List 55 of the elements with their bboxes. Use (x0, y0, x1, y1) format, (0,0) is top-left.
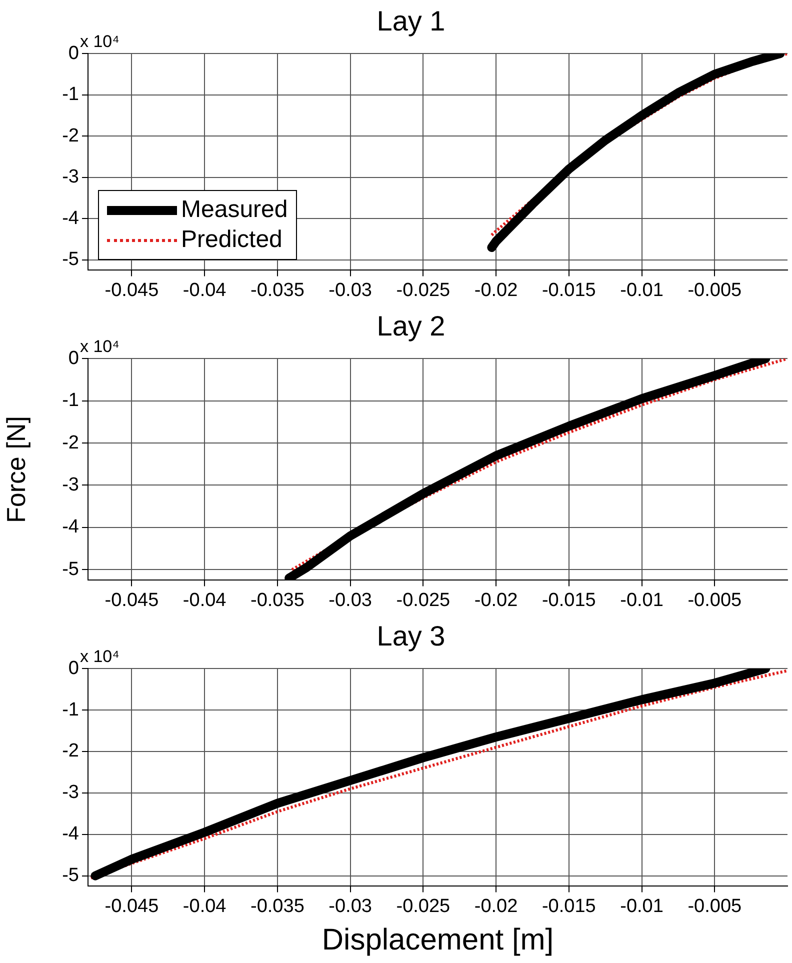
x-tick-label: -0.025 (396, 590, 450, 611)
x-tick-label: -0.045 (104, 896, 159, 917)
y-tick-label: -3 (62, 166, 79, 188)
x-tick-label: -0.02 (474, 590, 518, 611)
text: x 10⁴ (80, 32, 120, 51)
text: x 10⁴ (80, 646, 120, 666)
x-axis-title: Displacement [m] (322, 923, 554, 956)
y-tick-label: -4 (62, 516, 80, 538)
y-tick-label: -4 (62, 824, 80, 845)
x-tick-label: -0.04 (182, 280, 227, 301)
y-tick-label: -4 (62, 208, 80, 229)
y-tick-label: -1 (62, 390, 79, 412)
legend-label: Measured (181, 196, 288, 224)
x-tick-label: -0.01 (620, 280, 664, 301)
x-tick-label: -0.03 (328, 896, 372, 917)
chart-title: Lay 2 (376, 310, 446, 342)
x-tick-label: -0.035 (250, 590, 304, 611)
x-tick-label: -0.03 (328, 590, 372, 611)
x-tick-label: -0.005 (688, 896, 742, 917)
x-tick-label: -0.035 (250, 280, 304, 301)
x-tick-label: -0.045 (104, 590, 159, 611)
x-tick-label: -0.015 (542, 896, 596, 917)
y-tick-label: -5 (62, 865, 79, 886)
y-tick-label: -3 (62, 474, 79, 496)
text: x 10⁴ (80, 336, 120, 356)
y-tick-label: -1 (62, 84, 79, 106)
x-tick-label: -0.015 (542, 280, 596, 301)
chart-title: Lay 3 (376, 620, 446, 652)
y-tick-label: -2 (62, 740, 79, 762)
x-tick-label: -0.035 (250, 896, 304, 917)
y-tick-label: -3 (62, 782, 79, 804)
x-tick-label: -0.01 (620, 896, 664, 917)
y-tick-label: 0 (68, 658, 79, 679)
chart-title: Lay 1 (376, 6, 446, 37)
x-tick-label: -0.005 (688, 280, 742, 301)
x-tick-label: -0.02 (474, 280, 518, 301)
x-tick-label: -0.015 (542, 590, 596, 611)
x-tick-label: -0.03 (328, 280, 372, 301)
y-tick-label: 0 (68, 42, 79, 64)
y-tick-label: 0 (68, 348, 79, 369)
y-tick-label: -1 (62, 699, 79, 720)
x-tick-label: -0.005 (688, 590, 742, 611)
legend-label: Predicted (181, 226, 282, 254)
x-tick-label: -0.025 (396, 280, 450, 301)
x-tick-label: -0.01 (620, 590, 664, 611)
x-tick-label: -0.04 (182, 896, 227, 917)
x-tick-label: -0.025 (396, 896, 450, 917)
x-tick-label: -0.045 (104, 280, 159, 301)
y-tick-label: -5 (62, 249, 79, 270)
y-axis-title: Force [N] (0, 416, 32, 523)
y-tick-label: -2 (62, 432, 79, 454)
x-tick-label: -0.02 (474, 896, 518, 917)
y-tick-label: -2 (62, 125, 79, 146)
y-tick-label: -5 (62, 558, 79, 580)
x-tick-label: -0.04 (182, 590, 227, 611)
